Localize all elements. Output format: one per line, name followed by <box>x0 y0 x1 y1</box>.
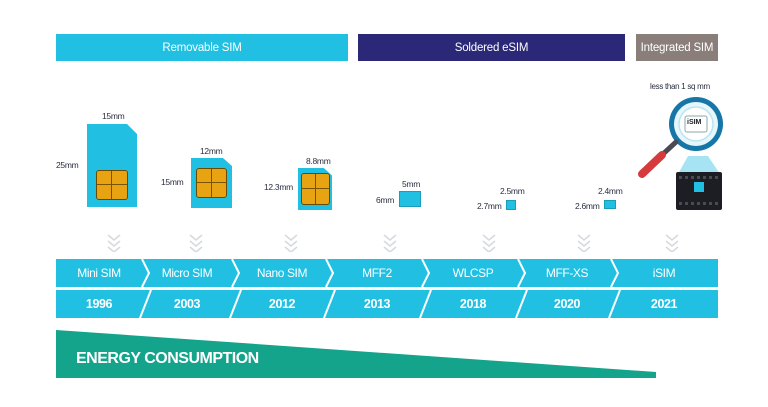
mini-sim-card <box>87 124 137 207</box>
timeline-name: Nano SIM <box>256 266 308 280</box>
removable-sim-header: Removable SIM <box>56 34 348 61</box>
isim-size-label: less than 1 sq mm <box>650 82 710 91</box>
mffxs-width: 2.4mm <box>598 186 623 196</box>
timeline-name: iSIM <box>652 266 676 280</box>
chevron-down-icon <box>187 232 205 252</box>
micro-sim-height: 15mm <box>161 177 184 187</box>
nano-sim-card <box>298 168 332 210</box>
timeline-year: 2013 <box>363 297 391 311</box>
mff2-height: 6mm <box>376 195 394 205</box>
timeline-year: 2012 <box>268 297 296 311</box>
chevron-down-icon <box>663 232 681 252</box>
timeline-name: MFF-XS <box>545 266 589 280</box>
energy-consumption-label: ENERGY CONSUMPTION <box>76 350 259 367</box>
micro-sim-chip-icon <box>196 168 227 198</box>
timeline-names-band: Mini SIM Micro SIM Nano SIM MFF2 WLCSP M… <box>56 259 718 287</box>
mini-sim-chip-icon <box>96 170 128 200</box>
chevron-down-icon <box>381 232 399 252</box>
mini-sim-height: 25mm <box>56 160 79 170</box>
micro-sim-width: 12mm <box>200 146 223 156</box>
mffxs-chip-icon <box>604 200 616 209</box>
timeline-year: 2003 <box>173 297 201 311</box>
micro-sim-card <box>191 158 232 208</box>
isim-badge-text: iSIM <box>687 119 702 126</box>
chevron-down-icon <box>480 232 498 252</box>
timeline-year: 2021 <box>650 297 678 311</box>
mffxs-height: 2.6mm <box>575 201 600 211</box>
timeline-year: 1996 <box>85 297 113 311</box>
timeline-name: Mini SIM <box>77 266 121 280</box>
mini-sim-width: 15mm <box>102 111 125 121</box>
wlcsp-chip-icon <box>506 200 516 210</box>
band-slashes <box>139 290 621 318</box>
nano-sim-width: 8.8mm <box>306 156 331 166</box>
magnifier-icon <box>638 97 723 210</box>
timeline-name: Micro SIM <box>161 266 213 280</box>
soldered-esim-header: Soldered eSIM <box>358 34 625 61</box>
timeline-years-band: 1996 2003 2012 2013 2018 2020 2021 <box>56 290 718 318</box>
timeline-name: MFF2 <box>362 266 392 280</box>
energy-consumption-wedge <box>56 330 656 378</box>
timeline-name: WLCSP <box>452 266 494 280</box>
chevron-down-icon <box>105 232 123 252</box>
timeline-year: 2020 <box>553 297 581 311</box>
nano-sim-height: 12.3mm <box>264 182 293 192</box>
band-separators <box>141 259 620 287</box>
chevron-down-icon <box>575 232 593 252</box>
mff2-width: 5mm <box>402 179 420 189</box>
wlcsp-width: 2.5mm <box>500 186 525 196</box>
mff2-chip-icon <box>399 191 421 207</box>
integrated-sim-header: Integrated SIM <box>636 34 718 61</box>
timeline-year: 2018 <box>459 297 487 311</box>
wlcsp-height: 2.7mm <box>477 201 502 211</box>
chevron-down-icon <box>282 232 300 252</box>
nano-sim-chip-icon <box>301 173 330 205</box>
